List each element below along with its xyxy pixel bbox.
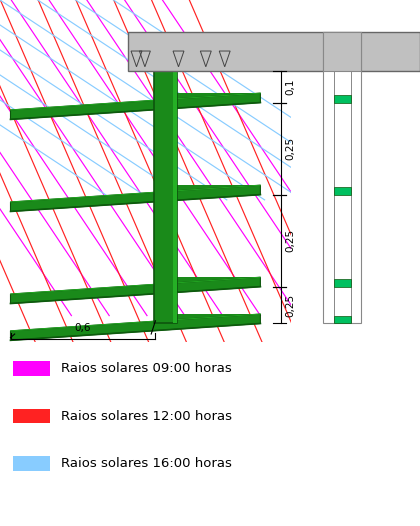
Bar [323,32,361,323]
Bar [334,316,351,323]
Text: 0,1: 0,1 [286,78,296,95]
Text: 0,25: 0,25 [286,137,296,160]
Bar [128,32,420,71]
Bar [13,456,50,471]
Polygon shape [10,314,260,340]
Text: Raios solares 16:00 horas: Raios solares 16:00 horas [61,457,232,470]
Polygon shape [155,277,260,287]
Bar [173,71,178,323]
Bar [155,71,177,323]
Bar [334,95,351,103]
Polygon shape [155,314,260,323]
Bar [13,361,50,376]
Polygon shape [10,93,260,119]
Text: Raios solares 12:00 horas: Raios solares 12:00 horas [61,410,232,422]
Text: 0,6: 0,6 [75,323,91,333]
Bar [13,409,50,423]
Text: Raios solares 09:00 horas: Raios solares 09:00 horas [61,362,232,375]
Bar [334,187,351,195]
Polygon shape [10,277,260,304]
Polygon shape [10,185,260,211]
Polygon shape [155,93,260,103]
Text: 0,25: 0,25 [286,294,296,317]
Bar [334,279,351,287]
Text: 0,25: 0,25 [286,229,296,252]
Bar [323,32,361,71]
Polygon shape [155,185,260,195]
